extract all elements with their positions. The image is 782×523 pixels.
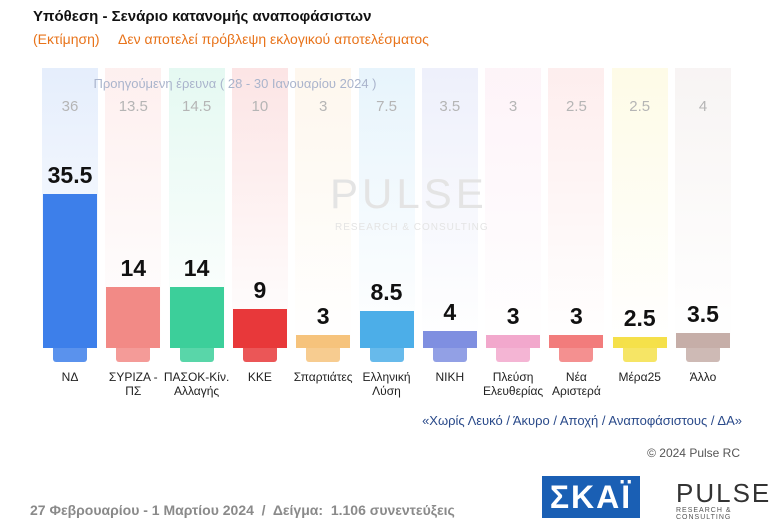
party-logo: [179, 340, 214, 362]
column-background: [548, 68, 605, 348]
party-logo: [432, 340, 467, 362]
value-label: 4: [443, 298, 457, 325]
value-label: 3: [569, 303, 583, 329]
value-label: 3: [506, 303, 520, 329]
bar: [169, 287, 224, 348]
previous-value: 7.5: [376, 98, 397, 115]
party-logo: [116, 340, 151, 362]
previous-label: Προηγούμενη έρευνα ( 28 - 30 Ιανουαρίου …: [93, 76, 377, 91]
party-logo: [242, 340, 277, 362]
subtitle: Δεν αποτελεί πρόβλεψη εκλογικού αποτελέσ…: [118, 31, 429, 47]
value-label: 3: [316, 303, 330, 329]
column-background: [611, 68, 668, 348]
value-label: 14: [120, 255, 147, 282]
watermark-sub: RESEARCH & CONSULTING: [335, 222, 489, 233]
category-label: Πλεύση Ελευθερίας: [483, 370, 544, 398]
party-logo: [53, 340, 87, 362]
column-background: [358, 68, 415, 348]
value-label: 14: [183, 255, 210, 282]
party-logo: [622, 340, 657, 362]
category-label: Μέρα25: [618, 370, 661, 384]
value-label: 8.5: [370, 279, 403, 306]
pollster-logo: PULSE: [676, 478, 772, 508]
subtitle-note: (Εκτίμηση): [33, 31, 100, 47]
column-background: [295, 68, 352, 348]
footnote: «Χωρίς Λευκό / Άκυρο / Αποχή / Αναποφάσι…: [422, 413, 742, 428]
category-label: ΣΥΡΙΖΑ - ΠΣ: [108, 370, 158, 398]
previous-value: 13.5: [118, 98, 148, 115]
previous-value: 3.5: [439, 98, 461, 115]
pollster-logo-sub: RESEARCH & CONSULTING: [676, 507, 732, 521]
copyright: © 2024 Pulse RC: [647, 446, 740, 460]
previous-value: 2.5: [565, 98, 587, 115]
category-label: ΝΔ: [61, 370, 79, 384]
previous-value: 36: [61, 98, 79, 115]
value-label: 9: [253, 277, 267, 304]
column-background: [485, 68, 542, 348]
channel-logo: ΣΚΑΪ: [542, 476, 640, 518]
category-label: Σπαρτιάτες: [293, 370, 353, 384]
party-logo: [306, 340, 341, 362]
previous-value: 3: [319, 98, 328, 115]
chart-title: Υπόθεση - Σενάριο κατανομής αναποφάσιστω…: [33, 8, 372, 25]
bar: [106, 287, 161, 348]
category-label: Άλλο: [689, 370, 717, 384]
bar: [43, 194, 97, 348]
value-label: 35.5: [47, 162, 93, 189]
column-background: [231, 68, 288, 348]
previous-value: 3: [508, 98, 518, 115]
previous-value: 14.5: [181, 98, 212, 115]
value-label: 2.5: [623, 305, 656, 332]
previous-value: 10: [251, 98, 269, 115]
category-label: Ελληνική Λύση: [362, 370, 411, 398]
category-label: ΝΙΚΗ: [435, 370, 465, 384]
party-logo: [686, 340, 720, 362]
watermark: PULSE: [330, 170, 488, 217]
footer: 27 Φεβρουαρίου - 1 Μαρτίου 2024 / Δείγμα…: [30, 502, 455, 518]
value-label: 3.5: [687, 300, 719, 327]
party-logo: [559, 340, 594, 362]
previous-value: 4: [698, 98, 708, 115]
category-label: ΚΚΕ: [247, 370, 272, 384]
column-background: [421, 68, 478, 348]
category-label: ΠΑΣΟΚ-Κίν. Αλλαγής: [163, 370, 230, 398]
party-logo: [369, 340, 404, 362]
previous-value: 2.5: [629, 98, 651, 115]
party-logo: [496, 340, 531, 362]
category-label: Νέα Αριστερά: [552, 370, 601, 398]
column-background: [675, 68, 731, 348]
